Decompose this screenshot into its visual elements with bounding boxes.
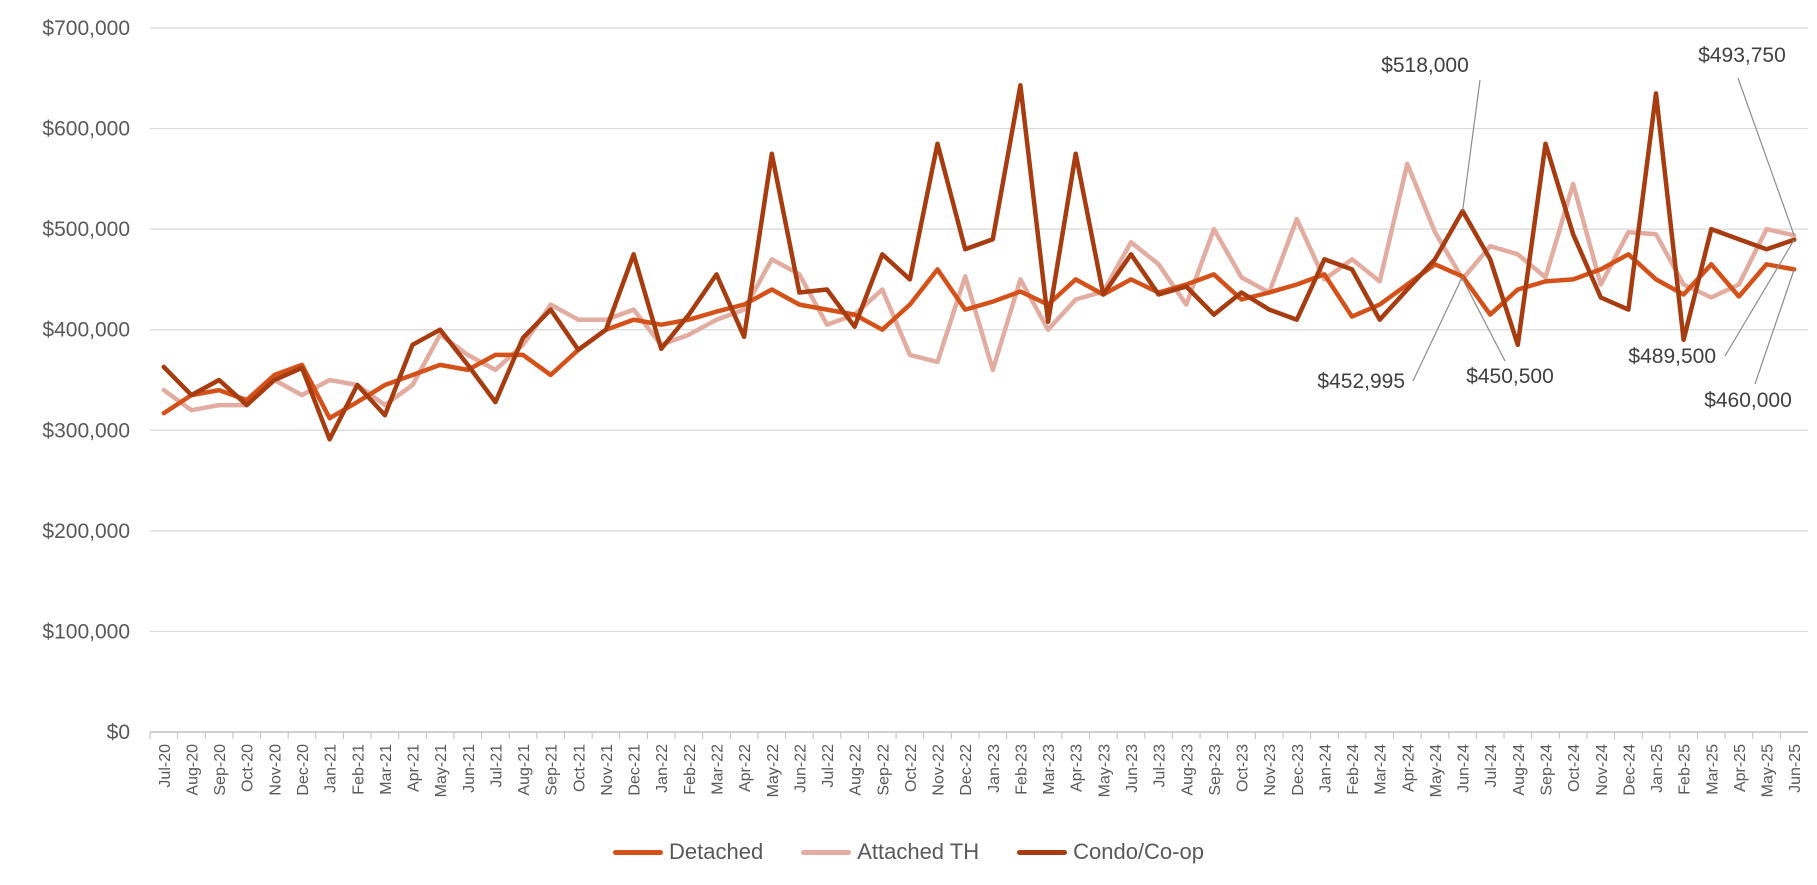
x-tick-label: Mar-21	[378, 744, 395, 795]
x-tick-label: Jan-23	[986, 744, 1003, 793]
x-tick-label: Oct-21	[571, 744, 588, 792]
x-tick-label: Aug-23	[1179, 744, 1196, 796]
x-tick-label: Apr-25	[1732, 744, 1749, 792]
x-tick-label: Apr-24	[1400, 744, 1417, 792]
x-tick-label: Sep-21	[544, 744, 561, 796]
legend-swatch-detached	[613, 849, 664, 855]
y-tick-label: $200,000	[42, 520, 130, 543]
annotation-label: $460,000	[1704, 389, 1792, 412]
legend-swatch-attached-th	[801, 849, 852, 855]
x-tick-label: Jun-22	[792, 744, 809, 793]
x-tick-label: Oct-24	[1566, 744, 1583, 792]
legend-item-condo-coop: Condo/Co-op	[1017, 839, 1204, 865]
annotation-leader-line	[1462, 278, 1506, 362]
x-tick-label: Jan-22	[654, 744, 671, 793]
x-tick-label: Jan-21	[323, 744, 340, 793]
x-tick-label: Dec-23	[1290, 744, 1307, 796]
annotation-leader-line	[1461, 79, 1481, 212]
annotation-label: $489,500	[1628, 345, 1716, 368]
chart-legend: Detached Attached TH Condo/Co-op	[0, 835, 1817, 869]
y-tick-label: $700,000	[42, 17, 130, 40]
x-tick-label: Sep-23	[1207, 744, 1224, 796]
x-tick-label: Feb-23	[1013, 744, 1030, 795]
x-tick-label: Apr-23	[1069, 744, 1086, 792]
legend-item-attached-th: Attached TH	[801, 839, 979, 865]
annotation-leader-line	[1724, 239, 1795, 357]
x-tick-label: Sep-24	[1538, 744, 1555, 796]
x-tick-label: Aug-24	[1511, 744, 1528, 796]
x-tick-label: Mar-24	[1373, 744, 1390, 795]
y-tick-label: $600,000	[42, 118, 130, 141]
x-tick-label: May-24	[1428, 744, 1445, 797]
annotation-label: $493,750	[1698, 44, 1786, 67]
x-tick-label: Apr-21	[406, 744, 423, 792]
x-tick-label: May-21	[433, 744, 450, 797]
x-tick-label: Aug-22	[848, 744, 865, 796]
x-tick-label: Oct-20	[240, 744, 257, 792]
x-tick-label: Jul-21	[488, 744, 505, 788]
series-line-attached-th	[161, 161, 1797, 413]
x-tick-label: Jan-25	[1649, 744, 1666, 793]
x-tick-label: Nov-24	[1594, 744, 1611, 796]
x-tick-label: Dec-24	[1621, 744, 1638, 796]
x-tick-label: Jul-20	[157, 744, 174, 788]
legend-item-detached: Detached	[613, 839, 763, 865]
y-tick-label: $400,000	[42, 319, 130, 342]
x-tick-label: Dec-22	[958, 744, 975, 796]
x-tick-label: Mar-25	[1704, 744, 1721, 795]
x-tick-label: Oct-22	[903, 744, 920, 792]
x-tick-label: May-22	[765, 744, 782, 797]
x-tick-label: Feb-25	[1677, 744, 1694, 795]
legend-label-attached-th: Attached TH	[857, 839, 980, 864]
x-tick-label: Apr-22	[737, 744, 754, 792]
legend-swatch-condo-coop	[1017, 849, 1068, 855]
x-tick-label: Nov-22	[931, 744, 948, 796]
x-tick-label: Oct-23	[1235, 744, 1252, 792]
y-tick-label: $0	[107, 721, 130, 744]
x-tick-label: Sep-20	[212, 744, 229, 796]
x-tick-label: Aug-20	[184, 744, 201, 796]
annotation-label: $450,500	[1466, 365, 1554, 388]
y-tick-label: $100,000	[42, 620, 130, 643]
x-tick-label: Feb-24	[1345, 744, 1362, 795]
x-tick-label: Jun-23	[1124, 744, 1141, 793]
legend-label-condo-coop: Condo/Co-op	[1073, 839, 1204, 864]
y-tick-label: $300,000	[42, 419, 130, 442]
x-tick-label: Nov-20	[267, 744, 284, 796]
x-tick-label: Jul-22	[820, 744, 837, 788]
y-tick-label: $500,000	[42, 218, 130, 241]
x-tick-label: Nov-23	[1262, 744, 1279, 796]
x-tick-label: Dec-20	[295, 744, 312, 796]
x-tick-label: Jun-21	[461, 744, 478, 793]
x-tick-label: Jun-25	[1787, 744, 1804, 793]
x-tick-label: Jun-24	[1456, 744, 1473, 793]
annotation-leader-line	[1412, 276, 1464, 382]
x-tick-label: Jul-23	[1152, 744, 1169, 788]
legend-label-detached: Detached	[669, 839, 764, 864]
x-tick-label: Dec-21	[627, 744, 644, 796]
x-tick-label: Feb-22	[682, 744, 699, 795]
annotation-label: $452,995	[1317, 370, 1405, 393]
x-tick-label: Aug-21	[516, 744, 533, 796]
series-line-detached	[161, 252, 1797, 421]
x-tick-label: Mar-23	[1041, 744, 1058, 795]
annotation-leader-line	[1737, 77, 1795, 236]
series-line-condo-co-op	[161, 83, 1797, 442]
x-tick-label: Feb-21	[350, 744, 367, 795]
x-tick-label: Nov-21	[599, 744, 616, 796]
x-tick-label: Sep-22	[875, 744, 892, 796]
x-tick-label: Jan-24	[1317, 744, 1334, 793]
x-tick-label: Jul-24	[1483, 744, 1500, 788]
annotation-label: $518,000	[1381, 54, 1469, 77]
annotation-leader-line	[1754, 269, 1795, 385]
x-tick-label: May-23	[1096, 744, 1113, 797]
x-tick-label: May-25	[1760, 744, 1777, 797]
x-tick-label: Mar-22	[709, 744, 726, 795]
